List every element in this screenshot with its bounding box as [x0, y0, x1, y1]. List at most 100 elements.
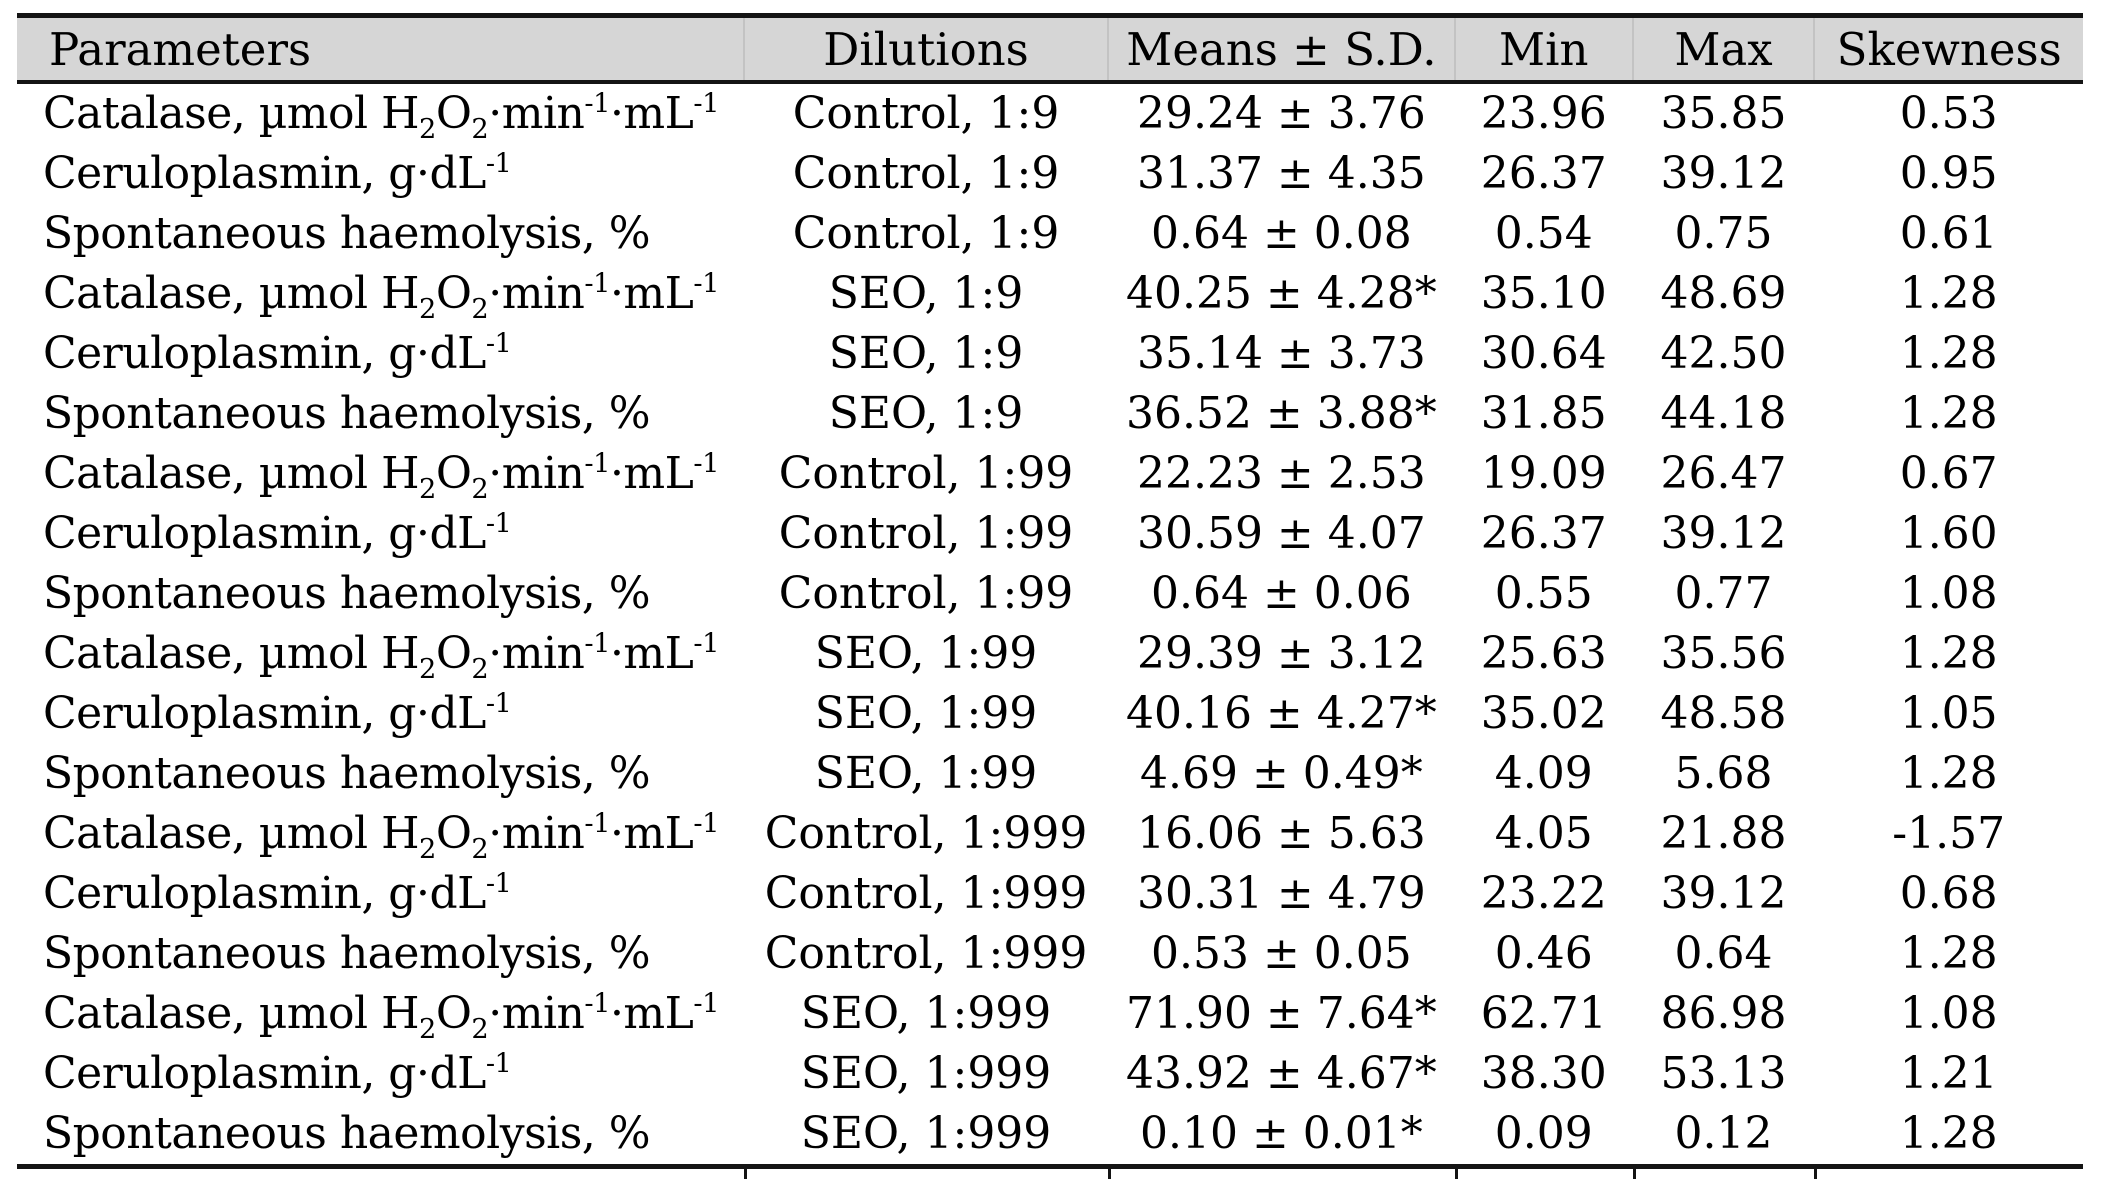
cell-mean-sd: 29.24 ± 3.76	[1136, 88, 1426, 139]
cell-min: 35.10	[1480, 268, 1607, 319]
cell-min: 35.02	[1480, 688, 1607, 739]
cell-mean-sd: 0.53 ± 0.05	[1150, 928, 1412, 979]
cell-parameter: Ceruloplasmin, g·dL-1	[43, 688, 512, 739]
cell-dilution: Control, 1:9	[792, 88, 1060, 139]
table-row: Catalase, µmol H2O2·min-1·mL-1 SEO, 1:99 2…	[17, 624, 2083, 684]
cell-max: 35.85	[1660, 88, 1787, 139]
cell-skewness: 1.21	[1899, 1048, 1998, 1099]
column-header-means-sd: Means ± S.D.	[1106, 15, 1455, 84]
cell-skewness: 1.60	[1899, 508, 1998, 559]
cell-skewness: 1.28	[1899, 628, 1998, 679]
cell-max: 26.47	[1660, 448, 1787, 499]
cell-mean-sd: 0.64 ± 0.06	[1150, 568, 1412, 619]
cell-min: 19.09	[1480, 448, 1607, 499]
table-row: Spontaneous haemolysis, % Control, 1:99 0.…	[17, 564, 2083, 624]
cell-skewness: 1.28	[1899, 1108, 1998, 1159]
cell-skewness: 0.61	[1899, 208, 1998, 259]
table-row: Ceruloplasmin, g·dL-1 SEO, 1:99 40.16 ± 4.…	[17, 684, 2083, 744]
cell-skewness: 1.28	[1899, 388, 1998, 439]
cell-max: 5.68	[1674, 748, 1773, 799]
cell-mean-sd: 29.39 ± 3.12	[1136, 628, 1426, 679]
cell-mean-sd: 30.59 ± 4.07	[1136, 508, 1426, 559]
column-divider-tick	[1107, 1165, 1111, 1179]
cell-max: 35.56	[1660, 628, 1787, 679]
cell-dilution: Control, 1:99	[778, 448, 1074, 499]
cell-max: 86.98	[1660, 988, 1787, 1039]
cell-dilution: Control, 1:9	[792, 148, 1060, 199]
cell-parameter: Ceruloplasmin, g·dL-1	[43, 868, 512, 919]
cell-max: 0.75	[1674, 208, 1773, 259]
cell-dilution: SEO, 1:999	[800, 988, 1052, 1039]
cell-mean-sd: 30.31 ± 4.79	[1136, 868, 1426, 919]
table-row: Spontaneous haemolysis, % Control, 1:999 0…	[17, 924, 2083, 984]
cell-dilution: SEO, 1:9	[828, 268, 1024, 319]
cell-parameter: Ceruloplasmin, g·dL-1	[43, 328, 512, 379]
cell-min: 30.64	[1480, 328, 1607, 379]
cell-parameter: Spontaneous haemolysis, %	[43, 928, 651, 979]
cell-max: 42.50	[1660, 328, 1787, 379]
cell-dilution: Control, 1:99	[778, 508, 1074, 559]
cell-parameter: Spontaneous haemolysis, %	[43, 208, 651, 259]
cell-skewness: 0.53	[1899, 88, 1998, 139]
table-row: Ceruloplasmin, g·dL-1 Control, 1:99 30.59 …	[17, 504, 2083, 564]
table-row: Ceruloplasmin, g·dL-1 Control, 1:999 30.31…	[17, 864, 2083, 924]
table-row: Catalase, µmol H2O2·min-1·mL-1 SEO, 1:9 40…	[17, 264, 2083, 324]
cell-dilution: SEO, 1:99	[814, 748, 1038, 799]
cell-mean-sd: 36.52 ± 3.88*	[1125, 388, 1437, 439]
cell-min: 26.37	[1480, 148, 1607, 199]
column-header-min: Min	[1453, 15, 1633, 84]
cell-skewness: 1.28	[1899, 748, 1998, 799]
table-row: Spontaneous haemolysis, % SEO, 1:999 0.10 …	[17, 1104, 2083, 1167]
cell-dilution: Control, 1:999	[764, 808, 1088, 859]
cell-skewness: 1.05	[1899, 688, 1998, 739]
cell-max: 21.88	[1660, 808, 1787, 859]
cell-parameter: Ceruloplasmin, g·dL-1	[43, 1048, 512, 1099]
cell-min: 26.37	[1480, 508, 1607, 559]
cell-min: 4.09	[1494, 748, 1593, 799]
cell-parameter: Catalase, µmol H2O2·min-1·mL-1	[43, 268, 719, 325]
results-table-container: Parameters Dilutions Means ± S.D. Min Ma…	[17, 13, 2083, 1185]
cell-parameter: Catalase, µmol H2O2·min-1·mL-1	[43, 448, 719, 505]
cell-parameter: Catalase, µmol H2O2·min-1·mL-1	[43, 628, 719, 685]
cell-skewness: 1.28	[1899, 328, 1998, 379]
cell-dilution: Control, 1:999	[764, 928, 1088, 979]
cell-parameter: Ceruloplasmin, g·dL-1	[43, 508, 512, 559]
cell-mean-sd: 0.64 ± 0.08	[1150, 208, 1412, 259]
cell-dilution: SEO, 1:9	[828, 328, 1024, 379]
cell-skewness: 1.28	[1899, 928, 1998, 979]
cell-max: 53.13	[1660, 1048, 1787, 1099]
table-row: Ceruloplasmin, g·dL-1 SEO, 1:9 35.14 ± 3.7…	[17, 324, 2083, 384]
cell-mean-sd: 40.25 ± 4.28*	[1125, 268, 1437, 319]
table-row: Ceruloplasmin, g·dL-1 Control, 1:9 31.37 ±…	[17, 144, 2083, 204]
cell-dilution: SEO, 1:99	[814, 688, 1038, 739]
cell-skewness: 0.68	[1899, 868, 1998, 919]
table-row: Spontaneous haemolysis, % SEO, 1:99 4.69 ±…	[17, 744, 2083, 804]
cell-mean-sd: 35.14 ± 3.73	[1136, 328, 1426, 379]
column-divider-tick	[1814, 1165, 1818, 1179]
cell-mean-sd: 4.69 ± 0.49*	[1139, 748, 1423, 799]
cell-skewness: 0.95	[1899, 148, 1998, 199]
cell-min: 23.96	[1480, 88, 1607, 139]
cell-mean-sd: 0.10 ± 0.01*	[1139, 1108, 1423, 1159]
column-divider-tick	[1632, 1165, 1636, 1179]
cell-mean-sd: 71.90 ± 7.64*	[1125, 988, 1437, 1039]
cell-dilution: Control, 1:99	[778, 568, 1074, 619]
cell-parameter: Spontaneous haemolysis, %	[43, 568, 651, 619]
cell-min: 0.46	[1494, 928, 1593, 979]
cell-max: 0.12	[1674, 1108, 1773, 1159]
table-row: Catalase, µmol H2O2·min-1·mL-1 Control, 1…	[17, 82, 2083, 144]
cell-parameter: Spontaneous haemolysis, %	[43, 748, 651, 799]
column-header-max: Max	[1631, 15, 1815, 84]
table-row: Catalase, µmol H2O2·min-1·mL-1 SEO, 1:999…	[17, 984, 2083, 1044]
cell-parameter: Spontaneous haemolysis, %	[43, 388, 651, 439]
cell-skewness: 1.08	[1899, 988, 1998, 1039]
table-header: Parameters Dilutions Means ± S.D. Min Ma…	[17, 15, 2083, 84]
cell-max: 0.77	[1674, 568, 1773, 619]
cell-mean-sd: 22.23 ± 2.53	[1136, 448, 1426, 499]
cell-skewness: -1.57	[1892, 808, 2006, 859]
cell-min: 31.85	[1480, 388, 1607, 439]
bottom-border-ticks	[17, 1165, 2083, 1185]
cell-mean-sd: 43.92 ± 4.67*	[1125, 1048, 1437, 1099]
table-row: Spontaneous haemolysis, % Control, 1:9 0.6…	[17, 204, 2083, 264]
column-header-dilutions: Dilutions	[743, 15, 1108, 84]
